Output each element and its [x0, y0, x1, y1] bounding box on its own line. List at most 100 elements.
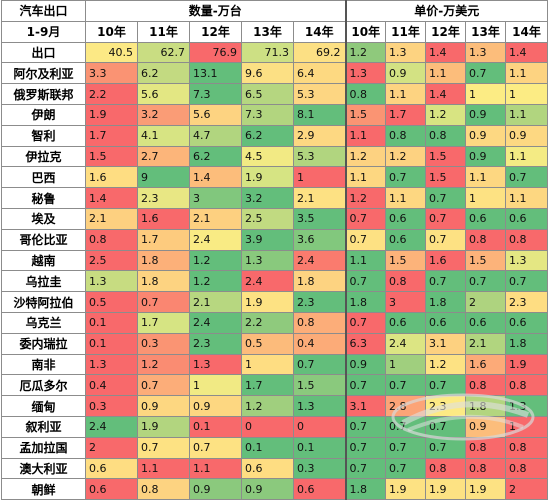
qty-cell: 0.7	[137, 374, 190, 397]
price-cell: 0.9	[385, 62, 427, 85]
qty-cell: 1.7	[137, 311, 190, 334]
qty-cell: 3.3	[85, 62, 138, 85]
table-row: 巴西 1.6 9 1.4 1.9 1 1.1 0.7 1.5 1.1 0.7	[1, 166, 548, 189]
qty-cell: 2.1	[292, 187, 347, 209]
price-cell: 0.8	[465, 436, 507, 459]
qty-cell: 0.3	[137, 332, 190, 355]
price-cell: 0.9	[465, 124, 507, 147]
price-cell: 0.7	[425, 415, 467, 438]
price-cell: 1.1	[344, 249, 387, 272]
qty-cell: 2.2	[85, 83, 138, 105]
price-cell: 0.6	[385, 228, 427, 251]
qty-cell: 3.9	[241, 228, 294, 251]
price-cell: 1	[505, 83, 548, 105]
qty-cell: 69.2	[292, 41, 347, 64]
price-year-header: 14年	[505, 20, 548, 43]
qty-cell: 9	[137, 166, 190, 189]
qty-cell: 3.2	[241, 187, 294, 209]
qty-cell: 1.3	[85, 270, 138, 293]
qty-year-header: 12年	[189, 20, 242, 43]
price-cell: 0.8	[505, 457, 548, 480]
price-cell: 1.2	[344, 187, 387, 209]
price-cell: 1.1	[465, 166, 507, 189]
table-row: 澳大利亚 0.6 1.1 1.1 0.6 0.3 0.7 0.7 0.8 0.8 0.8	[1, 457, 548, 480]
price-cell: 2.4	[385, 332, 427, 355]
price-cell: 2.1	[465, 332, 507, 355]
qty-cell: 0.7	[292, 353, 347, 376]
table-row: 叙利亚 2.4 1.9 0.1 0 0 0.7 0.7 0.7 0.9 1	[1, 415, 548, 438]
price-cell: 0.7	[425, 187, 467, 209]
qty-cell: 6.5	[241, 83, 294, 105]
price-cell: 3	[385, 291, 427, 313]
price-cell: 0.7	[425, 207, 467, 230]
price-cell: 0.7	[344, 415, 387, 438]
price-cell: 0.7	[385, 374, 427, 397]
qty-cell: 0.6	[85, 478, 138, 500]
price-cell: 0.6	[385, 311, 427, 334]
qty-cell: 6.2	[189, 145, 242, 168]
price-cell: 0.9	[505, 124, 548, 147]
qty-cell: 2.4	[189, 311, 242, 334]
qty-cell: 0.7	[137, 291, 190, 313]
price-cell: 0.7	[385, 166, 427, 189]
qty-cell: 2.4	[85, 415, 138, 438]
qty-cell: 2.3	[137, 187, 190, 209]
price-cell: 1.5	[385, 249, 427, 272]
price-cell: 0.7	[385, 457, 427, 480]
price-cell: 0.8	[425, 457, 467, 480]
qty-cell: 0.1	[241, 436, 294, 459]
price-cell: 0.8	[465, 457, 507, 480]
price-cell: 1.1	[344, 166, 387, 189]
qty-cell: 0.6	[241, 457, 294, 480]
price-cell: 1	[505, 415, 548, 438]
qty-cell: 40.5	[85, 41, 138, 64]
price-cell: 1.8	[505, 332, 548, 355]
qty-cell: 1.4	[189, 166, 242, 189]
price-cell: 1	[465, 83, 507, 105]
price-cell: 0.8	[344, 83, 387, 105]
price-cell: 0.8	[465, 228, 507, 251]
price-cell: 0.7	[425, 228, 467, 251]
price-cell: 0.7	[344, 207, 387, 230]
price-cell: 0.8	[505, 374, 548, 397]
price-cell: 1	[465, 187, 507, 209]
qty-year-header: 14年	[292, 20, 347, 43]
price-cell: 1.2	[344, 145, 387, 168]
table-row: 缅甸 0.3 0.9 0.9 1.2 1.3 3.1 2.8 2.3 1.8 1.3	[1, 395, 548, 417]
price-cell: 0.7	[344, 270, 387, 293]
qty-year-header: 10年	[85, 20, 138, 43]
price-year-header: 12年	[425, 20, 467, 43]
price-cell: 0.7	[344, 436, 387, 459]
qty-cell: 1.3	[292, 395, 347, 417]
price-cell: 1.3	[385, 41, 427, 64]
price-cell: 0.8	[505, 228, 548, 251]
qty-cell: 0.1	[85, 311, 138, 334]
price-cell: 1.8	[344, 478, 387, 500]
price-cell: 0.6	[465, 207, 507, 230]
price-cell: 1.6	[425, 249, 467, 272]
price-cell: 0.8	[465, 374, 507, 397]
qty-cell: 62.7	[137, 41, 190, 64]
table-row: 乌拉圭 1.3 1.8 1.2 2.4 1.8 0.7 0.8 0.7 0.7 0.7	[1, 270, 548, 293]
qty-cell: 2.1	[85, 207, 138, 230]
table-row: 智利 1.7 4.1 4.7 6.2 2.9 1.1 0.8 0.8 0.9 0.9	[1, 124, 548, 147]
qty-cell: 5.3	[292, 83, 347, 105]
qty-cell: 0.3	[85, 395, 138, 417]
qty-cell: 0.4	[292, 332, 347, 355]
price-cell: 0.7	[505, 166, 548, 189]
table-row: 沙特阿拉伯 0.5 0.7 2.1 1.9 2.3 1.8 3 1.8 2 2.3	[1, 291, 548, 313]
price-cell: 0.6	[505, 207, 548, 230]
qty-cell: 0.9	[189, 478, 242, 500]
price-cell: 0.8	[425, 124, 467, 147]
price-cell: 0.8	[385, 124, 427, 147]
table-row: 朝鲜 0.6 0.8 0.9 0.9 0.6 1.8 1.9 1.9 1.9 2	[1, 478, 548, 500]
qty-cell: 0.1	[85, 332, 138, 355]
period-label: 1-9月	[1, 20, 86, 43]
qty-cell: 2.2	[241, 311, 294, 334]
price-cell: 2	[505, 478, 548, 500]
price-cell: 1.5	[425, 166, 467, 189]
price-cell: 1.9	[425, 478, 467, 500]
price-cell: 0.9	[465, 103, 507, 126]
price-cell: 3.1	[425, 332, 467, 355]
